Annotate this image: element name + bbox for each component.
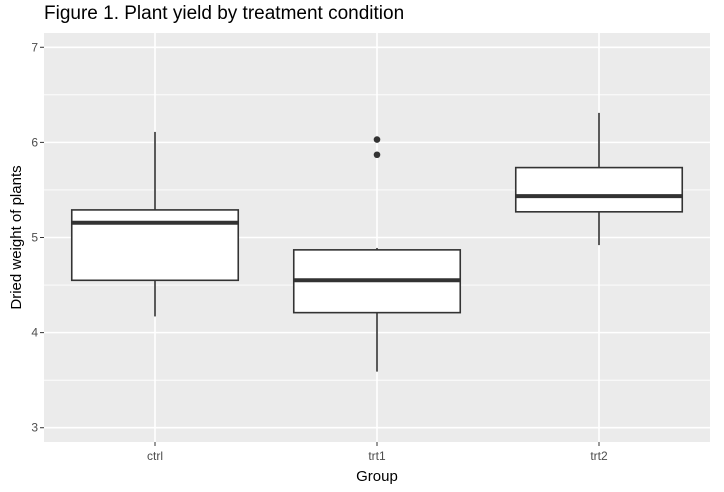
y-tick-label: 5 bbox=[31, 231, 38, 245]
outlier-point bbox=[373, 151, 381, 159]
x-tick-label-trt1: trt1 bbox=[368, 449, 386, 463]
boxplot-series bbox=[70, 112, 684, 372]
y-tick-label: 3 bbox=[31, 421, 38, 435]
y-tick-label: 4 bbox=[31, 326, 38, 340]
chart-title: Figure 1. Plant yield by treatment condi… bbox=[44, 3, 405, 24]
outlier-point bbox=[373, 136, 381, 143]
x-tick-label-trt2: trt2 bbox=[590, 449, 608, 463]
y-axis: 3 4 5 6 7 bbox=[31, 40, 44, 435]
box-trt1 bbox=[292, 136, 462, 372]
x-tick-label-ctrl: ctrl bbox=[147, 449, 163, 463]
box-iqr bbox=[514, 166, 684, 213]
y-axis-title: Dried weight of plants bbox=[8, 165, 25, 309]
box-ctrl bbox=[70, 131, 240, 317]
x-axis: ctrl trt1 trt2 bbox=[147, 442, 608, 463]
y-tick-label: 6 bbox=[31, 135, 38, 149]
y-tick-label: 7 bbox=[31, 40, 38, 54]
box-iqr bbox=[70, 209, 240, 282]
x-axis-title: Group bbox=[356, 468, 398, 485]
box-trt2 bbox=[514, 112, 684, 246]
